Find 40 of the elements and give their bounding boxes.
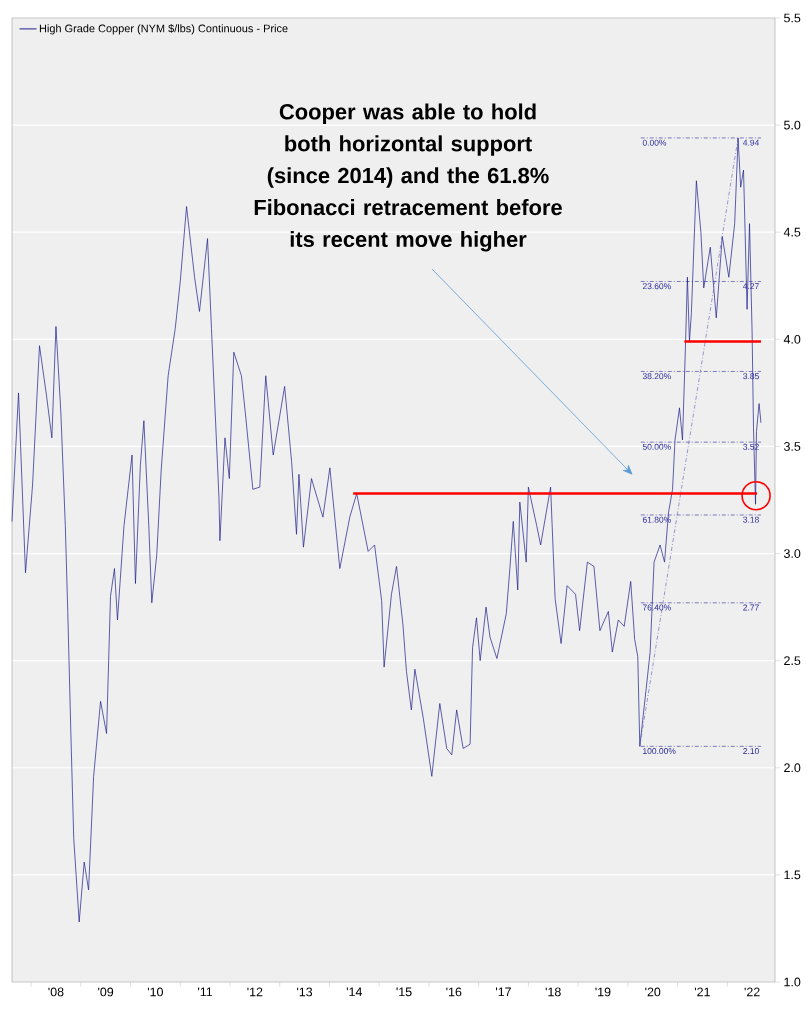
y-tick-label: 2.5 [784,656,801,666]
y-tick-label: 5.5 [784,13,801,23]
x-tick-label: '19 [595,987,611,997]
y-tick-label: 1.0 [784,977,801,987]
x-tick-label: '21 [694,987,710,997]
annotation: 3.52 [743,443,759,450]
annotation: 4.94 [742,139,760,146]
x-tick-label: '16 [446,987,462,997]
annotation: 23.60% [642,283,671,290]
line-series [11,137,762,923]
x-tick-label: '10 [147,987,163,997]
x-tick-label: '22 [744,987,760,997]
y-tick-label: 3.0 [783,549,801,558]
y-tick-label: 1.5 [784,870,801,880]
annotation: Cooper was able to hold both horizontal support (since 2014) and the 61.8% Fibonacci retracement before its recent move higher [254,103,562,252]
x-tick-label: '13 [297,987,313,997]
annotation: 61.80% [642,516,671,523]
annotation: 2.77 [743,604,759,611]
x-tick-label: '17 [495,987,511,997]
x-tick-label: '18 [545,987,561,997]
y-tick-label: 2.0 [784,763,801,773]
x-tick-label: '14 [346,987,363,997]
legend-label: High Grade Copper (NYM $/lbs) Continuous - Price [39,24,288,35]
annotation: 76.40% [642,604,671,611]
y-tick-label: 4.0 [783,334,801,344]
annotation: 100.00% [643,748,676,755]
annotation: 0.00% [642,139,667,146]
annotation: 2.10 [743,748,759,755]
annotation: 50.00% [642,443,671,450]
x-tick-label: '15 [396,987,412,997]
y-tick-label: 4.5 [783,227,801,237]
x-tick-label: '08 [48,987,64,997]
x-tick-label: '12 [247,987,263,997]
x-tick-label: '11 [198,987,213,997]
annotation: 38.20% [642,373,671,380]
y-tick-label: 5.0 [784,120,801,130]
y-tick-label: 3.5 [783,442,801,451]
x-tick-label: '09 [98,987,114,997]
annotation: 3.18 [743,516,759,523]
x-tick-label: '20 [645,987,661,997]
